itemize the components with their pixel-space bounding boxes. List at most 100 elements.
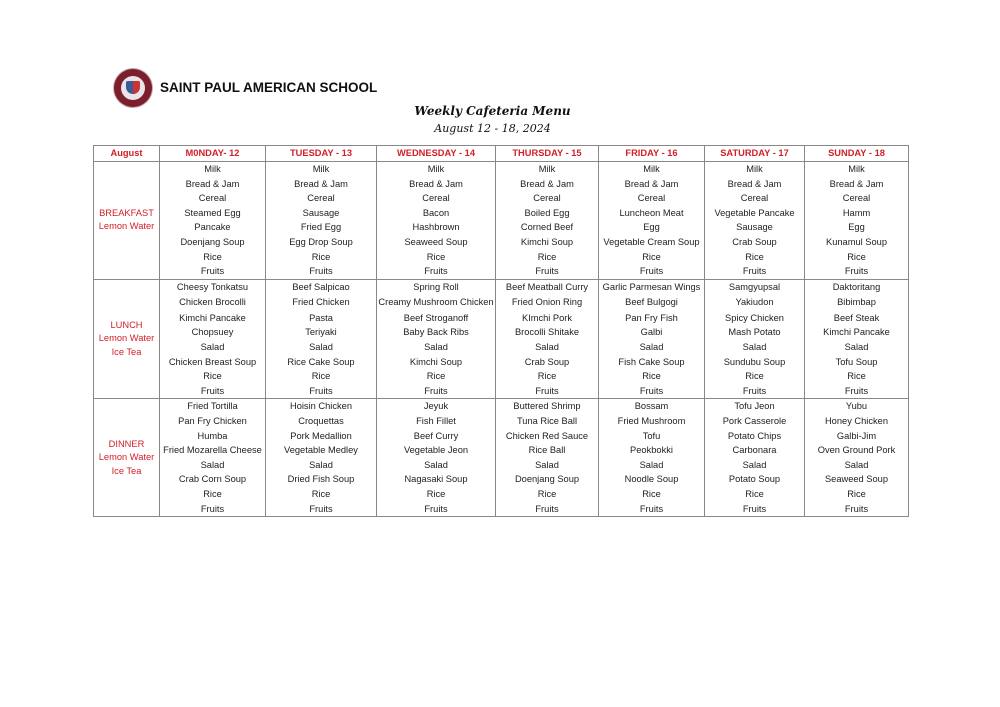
menu-row: Pancake Fried Egg Hashbrown Corned Beef Egg S… bbox=[94, 220, 909, 235]
header-row: August M0NDAY- 12 TUESDAY - 13 WEDNESDAY -… bbox=[93, 145, 909, 162]
menu-item: Rice bbox=[265, 486, 377, 502]
menu-row: Kimchi Pancake Pasta Beef Stroganoff KImchi… bbox=[94, 310, 909, 326]
menu-item: Salad bbox=[265, 340, 377, 355]
menu-row: Doenjang Soup Egg Drop Soup Seaweed Soup Ki… bbox=[94, 234, 909, 250]
menu-row: BREAKFAST Lemon Water Milk Milk Milk Milk Milk… bbox=[93, 160, 909, 280]
menu-item: Kimchi Pancake bbox=[804, 325, 909, 341]
menu-item: Baby Back Ribs bbox=[376, 325, 496, 341]
menu-item: Cereal bbox=[495, 191, 599, 206]
menu-item: Chicken Red Sauce bbox=[495, 428, 599, 444]
menu-item: Potato Soup bbox=[704, 472, 805, 487]
menu-item: Pan Fry Fish bbox=[598, 310, 705, 326]
menu-item: Fruits bbox=[704, 501, 805, 518]
menu-item: Vegetable Cream Soup bbox=[598, 234, 705, 250]
menu-item: Honey Chicken bbox=[804, 414, 909, 429]
menu-item: Cheesy Tonkatsu bbox=[159, 278, 266, 295]
menu-item: Fruits bbox=[598, 264, 705, 280]
menu-item: Kunamul Soup bbox=[804, 234, 909, 250]
menu-item: Kimchi Soup bbox=[376, 354, 496, 370]
menu-item: Pan Fry Chicken bbox=[159, 414, 266, 429]
menu-item: Tofu Soup bbox=[804, 354, 909, 370]
menu-row: Crab Corn Soup Dried Fish Soup Nagasaki So… bbox=[94, 472, 909, 487]
menu-item: Noodle Soup bbox=[598, 472, 705, 487]
meal-label: DINNER Lemon Water Ice Tea bbox=[93, 398, 160, 518]
menu-row: Steamed Egg Sausage Bacon Boiled Egg Luncheo… bbox=[94, 205, 909, 221]
menu-item: Chopsuey bbox=[159, 325, 266, 341]
menu-item: Fruits bbox=[704, 264, 805, 280]
menu-item: Fruits bbox=[804, 501, 909, 518]
menu-row: Chicken Brocolli Fried Chicken Creamy Mush… bbox=[94, 294, 909, 311]
menu-item: Rice bbox=[804, 486, 909, 502]
menu-item: Seaweed Soup bbox=[804, 472, 909, 487]
menu-row: Salad Salad Salad Salad Salad Salad Salad bbox=[94, 457, 909, 473]
menu-item: Nagasaki Soup bbox=[376, 472, 496, 487]
menu-item: Chicken Brocolli bbox=[159, 294, 266, 311]
menu-item: Salad bbox=[704, 340, 805, 355]
menu-item: Seaweed Soup bbox=[376, 234, 496, 250]
menu-item: Rice bbox=[704, 486, 805, 502]
menu-item: Fruits bbox=[376, 264, 496, 280]
menu-row: Pan Fry Chicken Croquettas Fish Fillet Tuna… bbox=[94, 414, 909, 429]
day-header: FRIDAY - 16 bbox=[598, 145, 705, 162]
menu-item: Crab Soup bbox=[704, 234, 805, 250]
menu-item: Brocolli Shitake bbox=[495, 325, 599, 341]
menu-item: Cereal bbox=[376, 191, 496, 206]
menu-item: Galbi bbox=[598, 325, 705, 341]
menu-item: Rice bbox=[159, 486, 266, 502]
menu-item: Teriyaki bbox=[265, 325, 377, 341]
menu-item: Fruits bbox=[159, 383, 266, 400]
menu-row: Rice Rice Rice Rice Rice Rice Rice bbox=[94, 369, 909, 384]
day-header: SATURDAY - 17 bbox=[704, 145, 805, 162]
menu-item: Milk bbox=[159, 160, 266, 177]
menu-item: Fried Chicken bbox=[265, 294, 377, 311]
day-header: SUNDAY - 18 bbox=[804, 145, 909, 162]
menu-item: Rice bbox=[159, 369, 266, 384]
menu-item: Beef Meatball Curry bbox=[495, 278, 599, 295]
menu-item: Rice Ball bbox=[495, 443, 599, 458]
menu-item: Beef Curry bbox=[376, 428, 496, 444]
meal-label-line: Ice Tea bbox=[111, 346, 142, 357]
menu-item: Garlic Parmesan Wings bbox=[598, 278, 705, 295]
menu-item: Spicy Chicken bbox=[704, 310, 805, 326]
menu-item: Fruits bbox=[804, 383, 909, 400]
menu-item: Salad bbox=[598, 340, 705, 355]
menu-item: Rice bbox=[704, 249, 805, 265]
menu-item: Pork Casserole bbox=[704, 414, 805, 429]
day-header: WEDNESDAY - 14 bbox=[376, 145, 496, 162]
menu-row: Humba Pork Medallion Beef Curry Chicken Red… bbox=[94, 428, 909, 444]
menu-item: Fruits bbox=[704, 383, 805, 400]
menu-item: Bacon bbox=[376, 205, 496, 221]
meal-label: LUNCH Lemon Water Ice Tea bbox=[93, 278, 160, 400]
menu-item: Milk bbox=[804, 160, 909, 177]
day-header: M0NDAY- 12 bbox=[159, 145, 266, 162]
menu-item: Salad bbox=[598, 457, 705, 473]
menu-item: Hashbrown bbox=[376, 220, 496, 235]
menu-item: Rice bbox=[376, 486, 496, 502]
menu-item: Rice bbox=[704, 369, 805, 384]
menu-row: Bread & Jam Bread & Jam Bread & Jam Bread &… bbox=[94, 176, 909, 192]
menu-item: Fruits bbox=[376, 501, 496, 518]
menu-item: Carbonara bbox=[704, 443, 805, 458]
menu-item: Beef Steak bbox=[804, 310, 909, 326]
menu-item: Rice Cake Soup bbox=[265, 354, 377, 370]
menu-row: Chicken Breast Soup Rice Cake Soup Kimchi … bbox=[94, 354, 909, 370]
menu-item: Daktoritang bbox=[804, 278, 909, 295]
menu-item: Fruits bbox=[598, 501, 705, 518]
meal-label-line: DINNER bbox=[108, 438, 145, 449]
menu-item: Cereal bbox=[804, 191, 909, 206]
menu-item: Tofu Jeon bbox=[704, 398, 805, 414]
menu-item: Fried Onion Ring bbox=[495, 294, 599, 311]
menu-item: Bread & Jam bbox=[804, 176, 909, 192]
menu-item: Kimchi Pancake bbox=[159, 310, 266, 326]
menu-item: Salad bbox=[804, 340, 909, 355]
menu-item: Fruits bbox=[376, 383, 496, 400]
menu-item: Milk bbox=[265, 160, 377, 177]
menu-item: Rice bbox=[376, 369, 496, 384]
menu-item: Dried Fish Soup bbox=[265, 472, 377, 487]
menu-item: Vegetable Pancake bbox=[704, 205, 805, 221]
menu-item: Salad bbox=[804, 457, 909, 473]
menu-item: Salad bbox=[495, 457, 599, 473]
menu-item: Fruits bbox=[265, 264, 377, 280]
meal-label-line: Lemon Water bbox=[98, 452, 155, 463]
menu-item: Rice bbox=[804, 369, 909, 384]
